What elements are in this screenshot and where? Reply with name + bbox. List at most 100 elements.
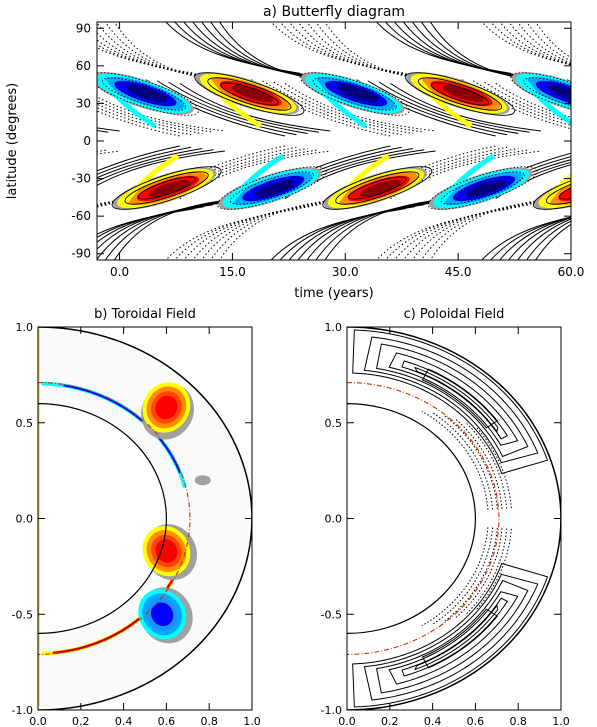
wing-contour [558,176,571,200]
contour-dotted [384,206,520,260]
y-tick-label: 0.0 [325,513,343,526]
x-tick-label: 0.2 [72,715,90,727]
wing-level [465,179,507,197]
poloidal-fieldline [414,366,499,433]
poloidal-panel: c) Poloidal Field 0.0 0.2 0.4 0.6 0.8 1.01.00… [321,307,570,727]
wing-tail [120,153,180,208]
wing-contour [430,82,490,106]
y-tick-label: 30 [76,96,91,110]
contour-dotted [279,22,415,76]
convection-zone-fill [38,327,252,710]
y-tick-label: -0.5 [12,608,33,621]
wing-tail [542,153,571,208]
contour-dotted [239,77,391,137]
blob-level [151,602,174,627]
contour-solid [490,216,571,260]
solar-surface [347,327,561,710]
x-tick-label: 0.4 [424,715,442,727]
x-tick-label: 0.8 [200,715,218,727]
poloidal-axes: 0.0 0.2 0.4 0.6 0.8 1.0 1.0 0.5 0.0 -0.5 -1.0 [321,321,570,727]
contour-dotted [297,22,433,80]
contour-dotted [97,103,203,134]
contour-dotted [390,150,541,200]
contour-solid [590,82,597,132]
y-tick-label: 0.5 [16,417,34,430]
wing-contour [124,171,209,205]
gray-patch [194,475,211,486]
contour-solid [535,223,571,260]
wing-contour [242,176,302,200]
inner-boundary [347,403,476,634]
contour-dotted [97,32,222,80]
x-tick-label: 0.0 [29,715,47,727]
x-tick-label: 1.0 [243,715,261,727]
contour-dotted [411,200,547,260]
contour-solid [526,220,571,260]
contour-dotted [97,39,213,78]
toroidal-wing [322,153,433,210]
y-tick-label: 0 [83,134,91,148]
poloidal-dotted [476,528,512,610]
contour-dotted [156,148,308,202]
y-tick-label: -1.0 [12,704,33,717]
y-tick-label: 1.0 [16,321,34,334]
contour-dotted [168,149,320,201]
wing-level [547,85,571,103]
wing-contour [523,77,571,111]
contour-solid [566,79,571,83]
contour-dotted [174,206,310,260]
y-tick-label: 60 [76,59,91,73]
x-tick-label: 1.0 [552,715,570,727]
poloidal-title: c) Poloidal Field [404,307,505,322]
poloidal-fieldline [375,343,529,458]
wing-tail [436,153,496,208]
contour-dotted [97,100,214,133]
toroidal-wing [427,153,538,210]
wing-contour [97,72,200,116]
contour-dotted [402,202,538,260]
wing-contour [427,166,538,210]
wing-contour [194,72,305,116]
x-tick-label: 15.0 [219,265,246,279]
wing-contour [453,176,512,200]
contour-dotted [450,77,571,130]
poloidal-fieldline [421,608,499,669]
contour-dotted [393,204,529,260]
contour-solid [97,75,108,78]
contour-solid [390,82,541,132]
butterfly-blobs [97,72,571,210]
y-tick-label: 0.0 [16,513,34,526]
y-tick-label: -60 [71,209,91,223]
contour-solid [306,200,442,260]
y-tick-label: -0.5 [321,608,342,621]
contour-solid [367,80,519,134]
toroidal-wing [97,72,200,129]
wing-contour [111,166,222,210]
contour-solid [168,81,320,133]
toroidal-wing [299,72,410,129]
poloidal-frame [346,326,562,711]
contour-dotted [97,200,126,206]
butterfly-axes: 0.0 15.0 30.0 45.0 60.0 90 60 30 0 -30 -60 -90 [71,21,584,279]
contour-dotted [288,22,424,78]
contour-dotted [508,22,571,65]
inner-boundary [38,403,167,634]
wing-contour [405,72,516,116]
toroidal-wing [194,72,305,129]
contour-dotted [183,204,319,260]
wing-contour [114,82,174,106]
poloidal-dotted [443,527,498,623]
toroidal-wing [532,153,571,210]
x-tick-label: 60.0 [558,265,585,279]
y-tick-label: 0.5 [325,417,343,430]
contour-solid [579,81,597,134]
poloidal-dotted [443,414,498,510]
wing-level [149,179,191,197]
wing-contour [325,82,384,106]
wing-contour [299,72,410,116]
contour-dotted [378,149,530,201]
wing-level [359,179,402,197]
tachocline [347,381,500,656]
x-tick-label: 0.0 [110,265,129,279]
contour-solid [97,127,120,132]
